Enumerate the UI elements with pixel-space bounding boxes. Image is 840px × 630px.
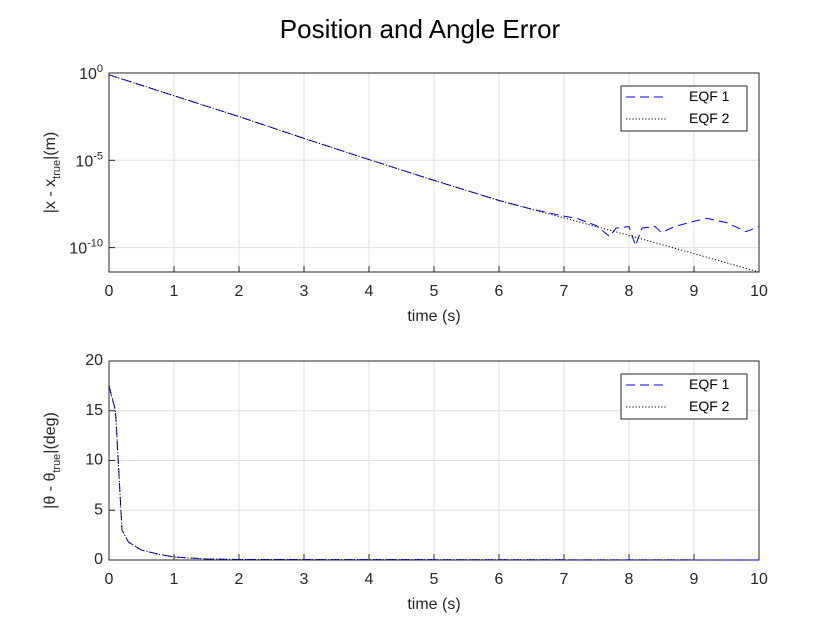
y-tick-label: 5 [94, 501, 103, 518]
x-tick-label: 8 [625, 283, 634, 300]
y-tick-label: 15 [85, 402, 103, 419]
x-tick-label: 5 [430, 571, 439, 588]
legend-label: EQF 1 [689, 376, 730, 392]
legend-label: EQF 2 [689, 110, 730, 126]
legend-label: EQF 2 [689, 398, 730, 414]
y-tick-label: 20 [85, 352, 103, 369]
figure-title: Position and Angle Error [280, 14, 561, 44]
x-tick-label: 3 [300, 283, 309, 300]
x-axis-label: time (s) [407, 308, 460, 325]
x-tick-label: 2 [235, 283, 244, 300]
x-tick-label: 5 [430, 283, 439, 300]
x-tick-label: 9 [690, 283, 699, 300]
x-tick-label: 4 [365, 571, 374, 588]
x-tick-label: 1 [170, 571, 179, 588]
legend-box [620, 85, 748, 132]
y-tick-label: 10-10 [69, 237, 103, 257]
y-tick-label: 0 [94, 551, 103, 568]
x-tick-label: 7 [560, 283, 569, 300]
series-line [108, 74, 760, 248]
x-tick-label: 3 [300, 571, 309, 588]
x-tick-label: 10 [750, 571, 768, 588]
x-tick-label: 10 [750, 283, 768, 300]
y-tick-label: 100 [79, 63, 103, 83]
legend-label: EQF 1 [689, 88, 730, 104]
x-tick-label: 0 [105, 283, 114, 300]
series-line [108, 385, 760, 561]
x-axis-label: time (s) [407, 596, 460, 613]
series-line [108, 74, 760, 273]
x-tick-label: 6 [495, 283, 504, 300]
x-tick-label: 6 [495, 571, 504, 588]
x-tick-label: 7 [560, 571, 569, 588]
x-tick-label: 1 [170, 283, 179, 300]
y-tick-label: 10 [85, 452, 103, 469]
axes-box [108, 72, 760, 273]
x-tick-label: 8 [625, 571, 634, 588]
y-axis-label: |x - xtrue|(m) [42, 132, 63, 213]
legend-box [620, 373, 748, 420]
y-axis-label: |θ - θtrue|(deg) [42, 412, 63, 509]
x-tick-label: 9 [690, 571, 699, 588]
x-tick-label: 2 [235, 571, 244, 588]
x-tick-label: 0 [105, 571, 114, 588]
y-tick-label: 10-5 [75, 150, 103, 170]
x-tick-label: 4 [365, 283, 374, 300]
